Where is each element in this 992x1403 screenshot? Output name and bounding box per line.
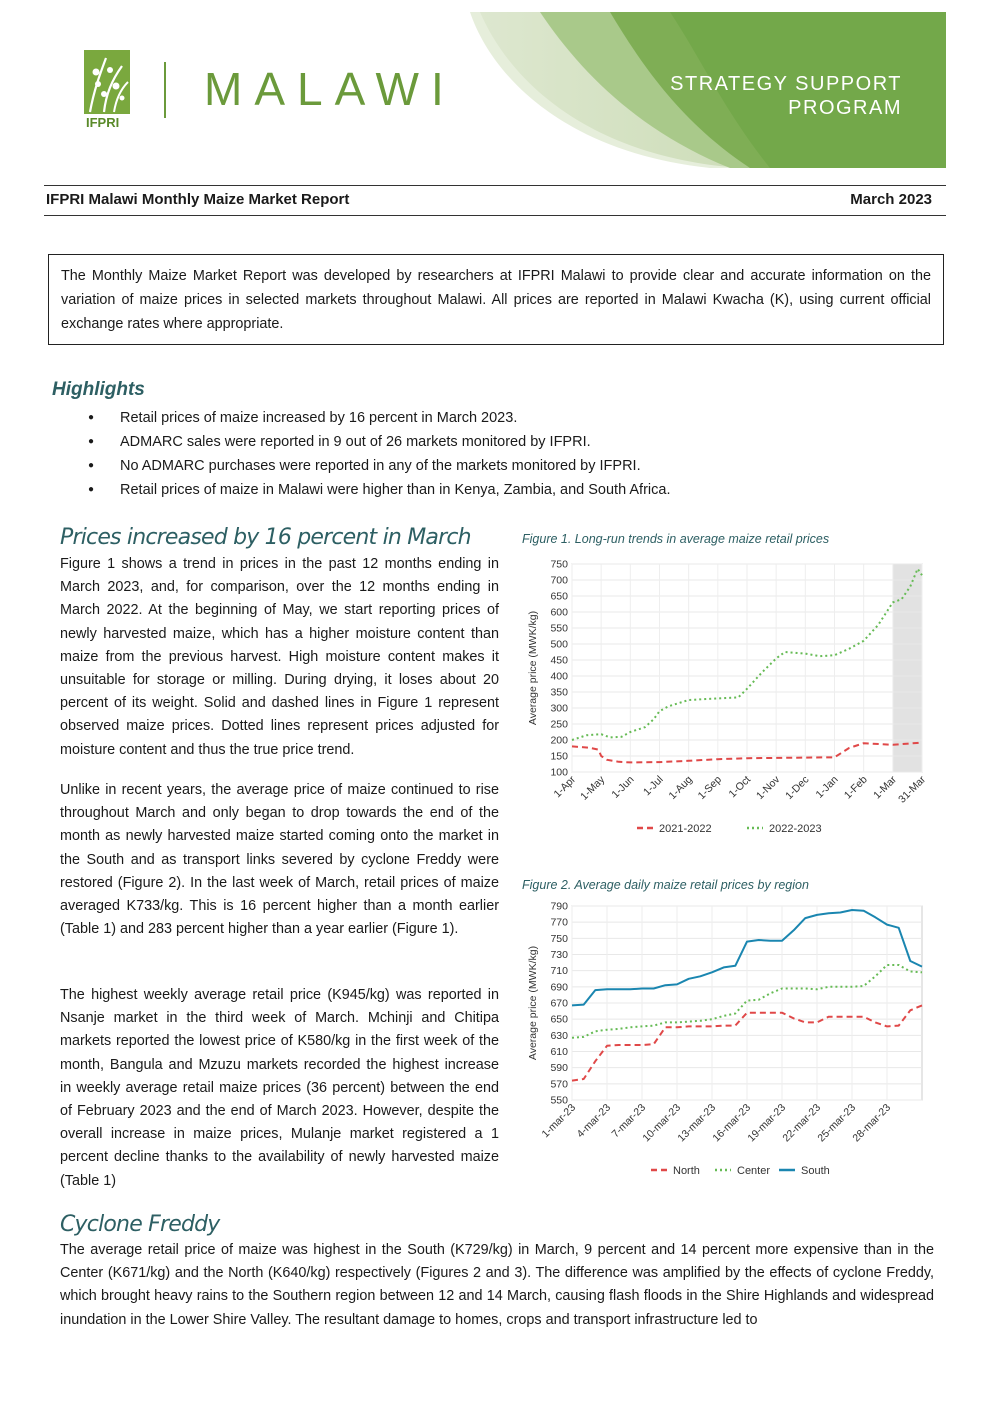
- section1-paragraph-2: Unlike in recent years, the average pric…: [60, 782, 499, 938]
- y-tick-label: 550: [550, 623, 568, 635]
- y-tick-label: 350: [550, 687, 568, 699]
- highlights-list: Retail prices of maize increased by 16 p…: [88, 408, 670, 504]
- y-tick-label: 700: [550, 575, 568, 587]
- section-heading-cyclone: Cyclone Freddy: [60, 1212, 220, 1237]
- highlight-item: Retail prices of maize increased by 16 p…: [88, 408, 670, 432]
- x-tick-label: 4-mar-23: [575, 1102, 614, 1141]
- highlight-item: No ADMARC purchases were reported in any…: [88, 456, 670, 480]
- y-tick-label: 600: [550, 607, 568, 619]
- legend-label: Center: [737, 1165, 770, 1177]
- logo-divider: [164, 62, 166, 118]
- x-tick-label: 1-Jan: [814, 774, 841, 801]
- series-line-north: [571, 1004, 923, 1082]
- y-tick-label: 200: [550, 735, 568, 747]
- y-tick-label: 790: [550, 902, 568, 913]
- y-tick-label: 150: [550, 751, 568, 763]
- section1-paragraph-3: The highest weekly average retail price …: [60, 987, 499, 1189]
- y-tick-label: 730: [550, 949, 568, 961]
- x-tick-label: 31-Mar: [896, 773, 928, 805]
- x-tick-label: 1-Aug: [666, 774, 694, 802]
- x-tick-label: 1-Jun: [609, 774, 636, 801]
- section1-paragraph-1: Figure 1 shows a trend in prices in the …: [60, 556, 499, 758]
- y-tick-label: 630: [550, 1030, 568, 1042]
- y-tick-label: 250: [550, 719, 568, 731]
- figure2-chart: 790 770 750 730 710 690 670 650 630 610 590 570 5501…: [527, 902, 923, 1177]
- x-tick-label: 1-Feb: [842, 774, 870, 802]
- ifpri-logo-icon: [84, 50, 130, 114]
- program-line-1: STRATEGY SUPPORT: [670, 73, 902, 95]
- x-tick-label: 1-mar-23: [540, 1102, 579, 1141]
- intro-box: The Monthly Maize Market Report was deve…: [48, 254, 944, 345]
- y-tick-label: 770: [550, 917, 568, 929]
- y-tick-label: 570: [550, 1078, 568, 1090]
- figure1-chart: 750 700 650 600 550 500 450 400 350 300 250 200 150 1…: [527, 559, 928, 836]
- section2-paragraph-1: The average retail price of maize was hi…: [60, 1242, 934, 1328]
- x-tick-label: 28-mar-23: [850, 1102, 893, 1145]
- y-axis-label: Average price (MWK/kg): [527, 946, 539, 1060]
- y-tick-label: 550: [550, 1095, 568, 1107]
- legend-label: South: [801, 1165, 830, 1177]
- x-tick-label: 1-Oct: [726, 774, 753, 801]
- shaded-region: [892, 564, 922, 772]
- series-line-south: [571, 909, 923, 1007]
- legend-label: 2021-2022: [659, 823, 712, 835]
- y-tick-label: 450: [550, 655, 568, 667]
- y-tick-label: 650: [550, 1014, 568, 1026]
- y-tick-label: 750: [550, 559, 568, 571]
- ifpri-label: IFPRI: [86, 115, 120, 130]
- y-tick-label: 710: [550, 965, 568, 977]
- header-banner: [470, 12, 946, 168]
- highlight-item: ADMARC sales were reported in 9 out of 2…: [88, 432, 670, 456]
- x-tick-label: 1-Sep: [696, 774, 724, 802]
- banner-graphic: [470, 12, 946, 168]
- x-tick-label: 1-Jul: [641, 774, 666, 799]
- legend-label: 2022-2023: [769, 823, 822, 835]
- x-tick-label: 1-Nov: [754, 773, 783, 802]
- y-tick-label: 400: [550, 671, 568, 683]
- title-rule-top: [44, 185, 946, 186]
- legend-label: North: [673, 1165, 700, 1177]
- y-tick-label: 100: [550, 767, 568, 779]
- figure2-caption: Figure 2. Average daily maize retail pri…: [522, 878, 809, 892]
- x-tick-label: 1-Dec: [783, 774, 811, 802]
- program-name: STRATEGY SUPPORT PROGRAM: [670, 72, 902, 120]
- y-tick-label: 610: [550, 1046, 568, 1058]
- y-tick-label: 300: [550, 703, 568, 715]
- highlights-heading: Highlights: [52, 379, 145, 400]
- y-tick-label: 650: [550, 591, 568, 603]
- series-line-2022-2023: [571, 567, 923, 741]
- y-tick-label: 590: [550, 1062, 568, 1074]
- y-tick-label: 690: [550, 981, 568, 993]
- report-title: IFPRI Malawi Monthly Maize Market Report: [46, 191, 350, 208]
- figure1-caption: Figure 1. Long-run trends in average mai…: [522, 532, 830, 546]
- y-tick-label: 750: [550, 933, 568, 945]
- series-line-2021-2022: [571, 741, 923, 764]
- report-date: March 2023: [850, 191, 932, 208]
- y-tick-label: 670: [550, 998, 568, 1010]
- title-rule-bottom: [44, 215, 946, 216]
- program-line-2: PROGRAM: [788, 97, 902, 119]
- y-axis-label: Average price (MWK/kg): [527, 611, 539, 725]
- section-heading-prices: Prices increased by 16 percent in March: [60, 525, 472, 550]
- country-name: MALAWI: [204, 63, 456, 115]
- highlight-item: Retail prices of maize in Malawi were hi…: [88, 480, 670, 504]
- x-tick-label: 1-May: [578, 773, 608, 803]
- y-tick-label: 500: [550, 639, 568, 651]
